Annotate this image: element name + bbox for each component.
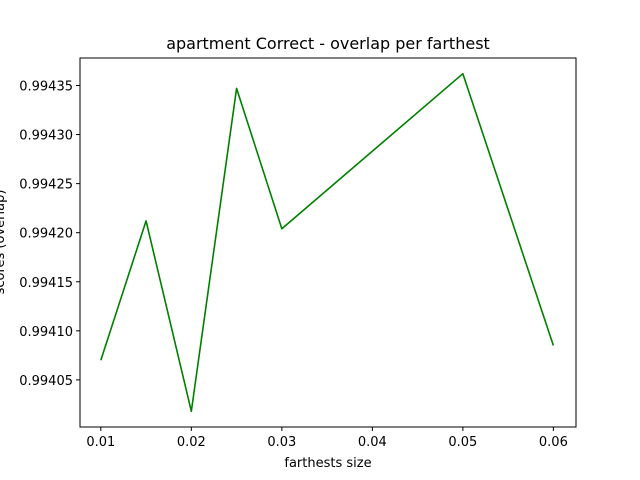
y-tick-label: 0.99425: [19, 178, 73, 193]
series-line: [100, 72, 555, 413]
x-axis-title: farthests size: [284, 456, 371, 471]
x-tick-label: 0.01: [86, 435, 115, 450]
chart-title: apartment Correct - overlap per farthest: [166, 34, 490, 53]
x-tick-label: 0.06: [539, 435, 568, 450]
y-tick-label: 0.99415: [19, 276, 73, 291]
y-tick-label: 0.99410: [19, 325, 73, 340]
x-tick-label: 0.04: [358, 435, 387, 450]
x-tick-label: 0.02: [177, 435, 206, 450]
y-tick-label: 0.99435: [19, 79, 73, 94]
y-tick-label: 0.99420: [19, 227, 73, 242]
y-axis-ticks: 0.99405 0.99410 0.99415 0.99420 0.99425 0.994…: [19, 79, 80, 389]
y-tick-label: 0.99405: [19, 374, 73, 389]
x-tick-label: 0.05: [448, 435, 477, 450]
y-axis-title: scores (overlap): [0, 190, 8, 295]
y-tick-label: 0.99430: [19, 129, 73, 144]
x-tick-label: 0.03: [267, 435, 296, 450]
x-axis-ticks: 0.01 0.02 0.03 0.04 0.05 0.06: [86, 427, 568, 450]
series-layer: [100, 72, 555, 413]
plot-frame: [79, 57, 577, 428]
